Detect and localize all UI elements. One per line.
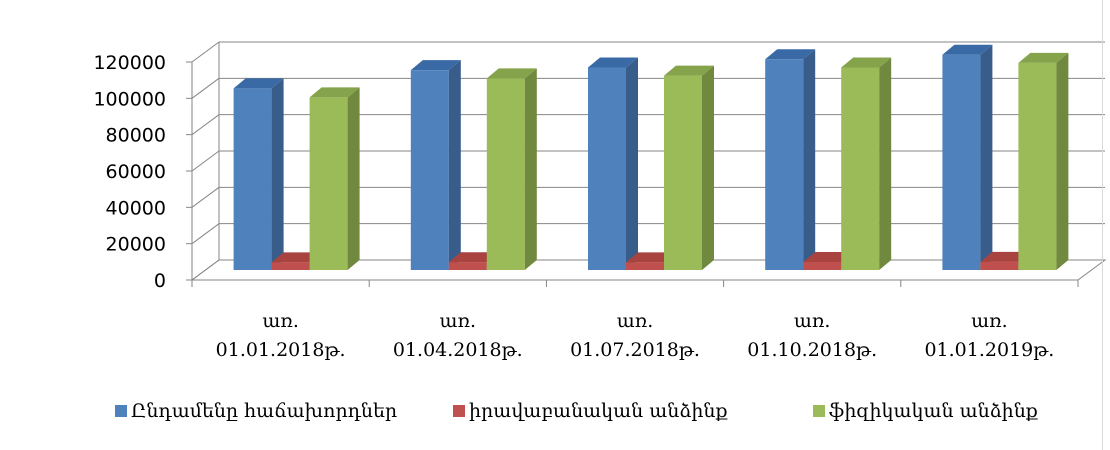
y-tick-label: 20000	[106, 234, 166, 256]
bar-side	[524, 68, 537, 270]
gridline-depth	[191, 150, 220, 172]
bar-side	[626, 57, 638, 270]
bar-front	[448, 262, 487, 270]
bar	[841, 57, 892, 270]
bar-front	[588, 67, 626, 270]
x-tick-label: առ.	[617, 310, 654, 332]
bar-top	[765, 49, 816, 60]
bar-front	[1018, 62, 1057, 271]
bar-top	[271, 252, 322, 263]
gridline-depth	[191, 186, 220, 208]
bar-top	[486, 68, 537, 79]
x-tick-label: առ.	[794, 310, 831, 332]
bar-front	[803, 262, 842, 270]
bar-side	[702, 65, 714, 270]
bar-front	[309, 97, 348, 271]
x-tick-label: 01.04.2018թ.	[393, 339, 523, 361]
x-tick-label: առ.	[971, 310, 1008, 332]
bar-top	[664, 65, 714, 76]
bar	[410, 60, 461, 271]
bar-front	[664, 75, 702, 270]
bar-side	[1056, 52, 1069, 271]
chart-frame-border	[1102, 0, 1103, 450]
x-tick-label: առ.	[440, 310, 477, 332]
bar-top	[942, 44, 993, 55]
gridline-depth	[191, 77, 220, 99]
bar-front	[841, 67, 880, 270]
gridline-depth	[191, 114, 220, 136]
bar-top	[410, 60, 461, 71]
bar-front	[233, 88, 272, 270]
legend-swatch	[115, 405, 127, 417]
bar	[1018, 52, 1069, 271]
x-tick-label: 01.07.2018թ.	[570, 339, 700, 361]
bar-top	[309, 87, 360, 98]
legend-swatch	[813, 405, 825, 417]
x-tick-label: 01.01.2018թ.	[216, 339, 346, 361]
chart-floor	[190, 259, 1107, 281]
bar	[486, 68, 537, 270]
legend-label: իրավաբանական անձինք	[469, 400, 728, 422]
bar-side	[803, 49, 816, 271]
bar	[942, 44, 993, 270]
y-tick-label: 0	[154, 270, 166, 292]
legend-swatch	[453, 405, 465, 417]
bar-side	[347, 87, 360, 271]
bar-top	[841, 57, 892, 68]
bar-side	[879, 57, 892, 270]
bar-front	[626, 262, 664, 270]
bar-front	[765, 59, 804, 271]
x-tick-label: առ.	[262, 310, 299, 332]
y-tick-label: 60000	[106, 161, 166, 183]
bar-front	[980, 261, 1019, 270]
bar	[588, 57, 638, 270]
bar-front	[410, 70, 449, 271]
bar	[309, 87, 360, 271]
bar-top	[588, 57, 638, 68]
gridline-depth	[191, 223, 220, 245]
y-tick-label: 120000	[93, 52, 166, 74]
x-tick-label: 01.10.2018թ.	[747, 339, 877, 361]
bar-front	[486, 78, 525, 270]
bar-side	[271, 78, 284, 270]
x-tick-label: 01.01.2019թ.	[924, 339, 1054, 361]
bar-side	[980, 44, 993, 270]
y-tick-label: 40000	[106, 197, 166, 219]
bar-top	[448, 252, 499, 263]
bar-front	[942, 54, 981, 270]
bar	[233, 78, 284, 270]
bar-front	[271, 262, 310, 270]
legend-label: ֆիզիկական անձինք	[829, 400, 1038, 422]
y-tick-label: 80000	[106, 125, 166, 147]
legend-label: Ընդամենը հաճախորդներ	[131, 400, 397, 422]
gridline-depth	[191, 41, 220, 63]
bar	[765, 49, 816, 271]
y-tick-label: 100000	[93, 88, 166, 110]
bar-top	[233, 78, 284, 89]
bar-side	[448, 60, 461, 270]
bar-top	[626, 252, 676, 263]
bar-top	[803, 252, 854, 263]
bar-top	[980, 251, 1031, 262]
bar	[664, 65, 714, 270]
bar-top	[1018, 52, 1069, 63]
